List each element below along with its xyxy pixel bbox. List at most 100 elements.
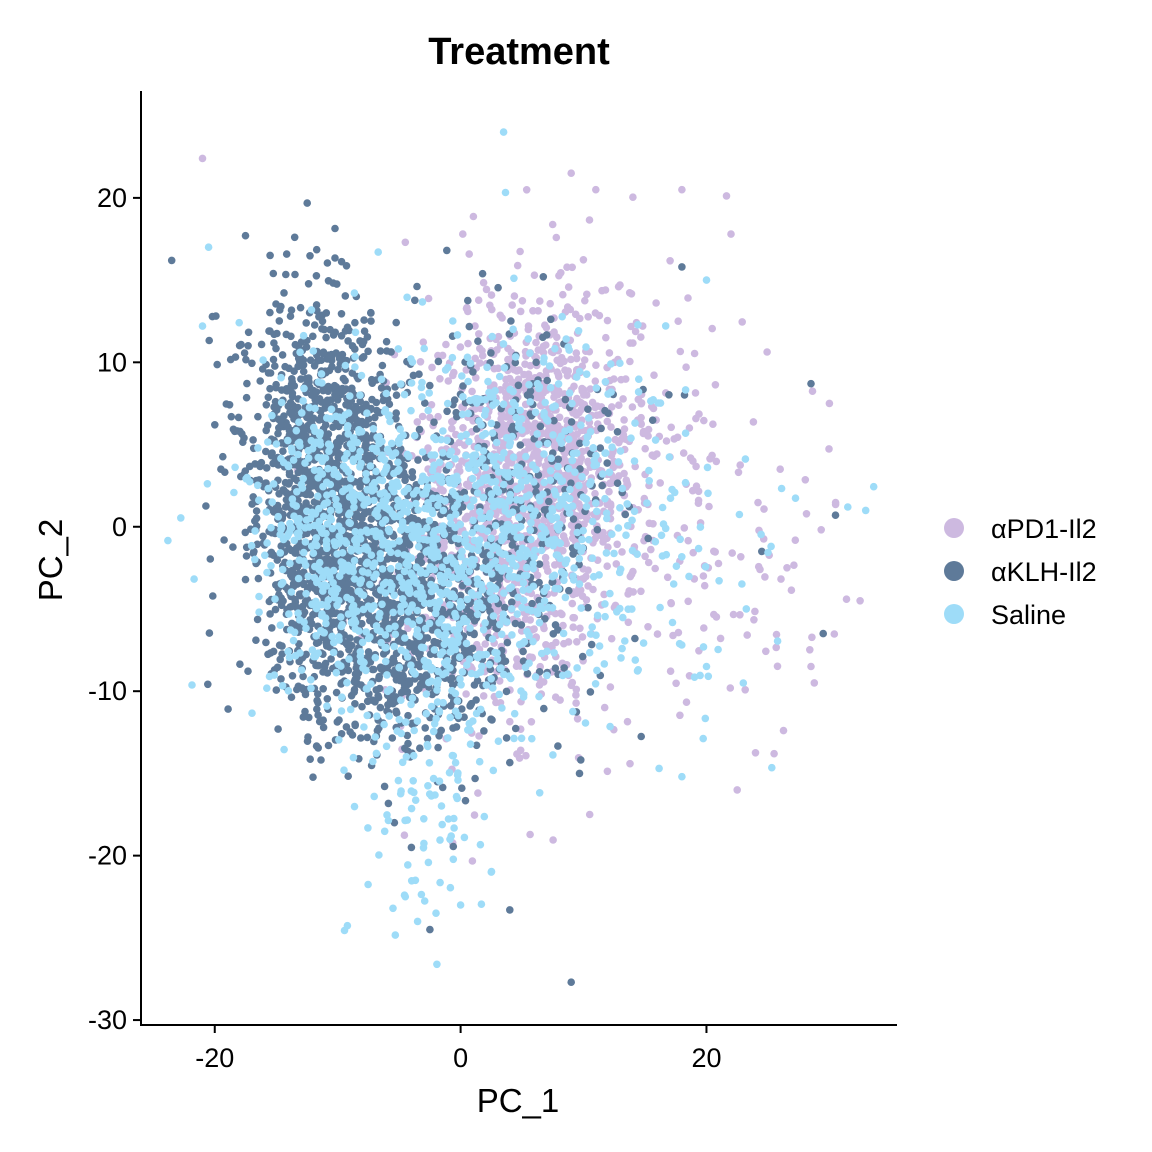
data-point <box>706 455 714 463</box>
data-point <box>325 447 333 456</box>
data-point <box>572 685 581 694</box>
data-point <box>791 536 800 544</box>
data-point <box>502 462 510 471</box>
data-point <box>535 692 543 701</box>
data-point <box>576 624 584 633</box>
data-point <box>306 356 315 365</box>
data-point <box>403 293 411 302</box>
data-point <box>383 671 391 679</box>
data-point <box>575 769 584 778</box>
data-point <box>323 556 331 565</box>
data-point <box>472 374 480 382</box>
data-point <box>472 741 481 750</box>
data-point <box>324 440 333 449</box>
data-point <box>310 321 319 329</box>
data-point <box>249 493 257 501</box>
data-point <box>311 539 320 547</box>
data-point <box>382 337 391 346</box>
data-point <box>357 576 366 584</box>
data-point <box>224 705 232 713</box>
data-point <box>372 467 380 476</box>
data-point <box>229 543 237 551</box>
data-point <box>267 548 276 557</box>
data-point <box>296 442 304 450</box>
data-point <box>564 367 572 375</box>
data-point <box>343 424 352 433</box>
data-point <box>287 588 296 596</box>
data-point <box>330 538 339 546</box>
data-point <box>177 514 185 522</box>
data-point <box>384 799 393 808</box>
data-point <box>497 630 506 639</box>
data-point <box>465 322 474 331</box>
data-point <box>405 579 413 587</box>
data-point <box>684 536 692 545</box>
data-point <box>471 774 479 783</box>
data-point <box>568 678 577 687</box>
data-point <box>251 527 259 535</box>
data-point <box>777 575 785 583</box>
data-point <box>685 424 694 432</box>
data-point <box>380 782 389 791</box>
data-point <box>478 269 487 278</box>
data-point <box>276 655 285 664</box>
data-point <box>277 302 285 311</box>
data-point <box>572 411 581 419</box>
data-point <box>405 452 413 461</box>
data-point <box>487 570 496 578</box>
data-point <box>351 352 359 361</box>
data-point <box>277 373 285 382</box>
data-point <box>580 356 589 364</box>
data-point <box>517 734 526 743</box>
data-point <box>351 318 359 327</box>
data-point <box>577 604 585 612</box>
data-point <box>374 693 383 702</box>
data-point <box>336 650 345 658</box>
data-point <box>404 739 412 748</box>
data-point <box>601 406 609 415</box>
data-point <box>378 565 387 573</box>
data-point <box>227 412 236 421</box>
data-point <box>603 417 612 426</box>
data-point <box>271 595 279 603</box>
data-point <box>400 390 409 399</box>
data-point <box>356 397 365 406</box>
data-point <box>324 277 333 285</box>
data-point <box>312 388 321 396</box>
data-point <box>444 377 453 385</box>
data-point <box>311 562 319 571</box>
data-point <box>487 349 495 357</box>
data-point <box>480 727 488 735</box>
data-point <box>530 271 539 280</box>
data-point <box>738 318 746 326</box>
data-point <box>377 375 386 384</box>
data-point <box>198 154 207 163</box>
data-point <box>277 415 286 423</box>
data-point <box>554 742 562 750</box>
data-point <box>415 370 423 379</box>
data-point <box>584 603 592 612</box>
data-point <box>304 280 313 288</box>
data-point <box>674 317 682 326</box>
data-point <box>289 636 298 645</box>
data-point <box>810 679 819 687</box>
data-point <box>387 564 395 573</box>
data-point <box>438 351 447 360</box>
data-point <box>531 408 540 417</box>
data-point <box>433 601 442 610</box>
data-point <box>656 479 664 487</box>
data-point <box>400 551 409 559</box>
data-point <box>585 810 594 819</box>
data-point <box>343 678 351 687</box>
data-point <box>582 596 591 604</box>
data-point <box>513 750 521 758</box>
data-point <box>506 906 514 914</box>
data-point <box>299 548 308 557</box>
data-point <box>268 411 276 420</box>
data-point <box>455 462 463 471</box>
data-point <box>321 499 329 508</box>
data-point <box>559 621 567 630</box>
data-point <box>607 634 616 643</box>
data-point <box>370 496 378 505</box>
data-point <box>335 354 344 363</box>
